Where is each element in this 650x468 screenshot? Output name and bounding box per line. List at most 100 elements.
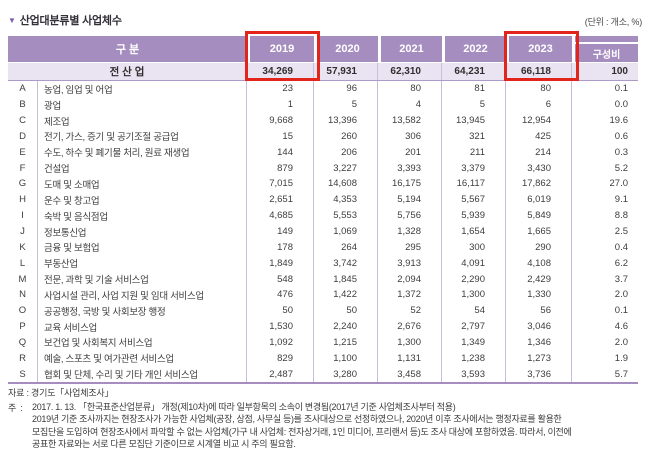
ratio-value: 5.2 [614, 162, 628, 174]
value-2019: 178 [247, 239, 314, 256]
value-2022: 321 [442, 128, 506, 145]
value-2021: 16,175 [378, 176, 442, 192]
value-2023: 3,430 [506, 160, 572, 177]
value-2021: 201 [378, 144, 442, 161]
industry-name: 전문, 과학 및 기술 서비스업 [38, 271, 247, 287]
ratio-value: 0.0 [614, 99, 628, 111]
value-2022: 1,654 [442, 223, 506, 240]
table-row: D 전기, 가스, 증기 및 공기조절 공급업 15 260 306 321 4… [8, 128, 638, 145]
value-2022: 5,939 [442, 207, 506, 224]
value-2022: 2,797 [442, 318, 506, 335]
value-2020: 1,422 [314, 286, 378, 303]
industry-name: 부동산업 [38, 255, 247, 272]
industry-code: L [8, 255, 38, 272]
value-2023: 5,849 [506, 207, 572, 224]
table-row: S 협회 및 단체, 수리 및 기타 개인 서비스업 2,487 3,280 3… [8, 366, 638, 383]
value-2021: 5,194 [378, 191, 442, 208]
value-2022: 13,945 [442, 112, 506, 129]
industry-code: B [8, 96, 38, 113]
value-2019: 1 [247, 96, 314, 113]
total-value-2021: 62,310 [378, 63, 442, 80]
value-2021: 5,756 [378, 207, 442, 224]
table-body: A 농업, 임업 및 어업 23 96 80 81 80 0.1 B 광업 1 … [8, 81, 638, 384]
industry-code: Q [8, 334, 38, 351]
footnote-line: 모집단을 도입하여 현장조사에서 파악할 수 없는 사업체(가구 내 사업체: … [32, 426, 572, 437]
value-2023: 290 [506, 239, 572, 256]
total-ratio: 100 [611, 66, 628, 77]
table-row: K 금융 및 보험업 178 264 295 300 290 0.4 [8, 239, 638, 256]
value-2023: 1,273 [506, 350, 572, 367]
value-2022: 2,290 [442, 271, 506, 287]
table-title-text: 산업대분류별 사업체수 [19, 15, 122, 27]
col-header-2022: 2022 [445, 36, 506, 62]
value-2020: 13,396 [314, 112, 378, 129]
ratio-header-top-strip [575, 36, 638, 42]
table-row: Q 보건업 및 사회복지 서비스업 1,092 1,215 1,300 1,34… [8, 334, 638, 351]
table-row: R 예술, 스포츠 및 여가관련 서비스업 829 1,100 1,131 1,… [8, 350, 638, 367]
value-2021: 1,300 [378, 334, 442, 351]
ratio-value: 3.7 [614, 273, 628, 285]
footnote-line: 공표한 자료와는 서로 다른 모집단 기준이므로 시계열 비교 시 주의 필요함… [32, 439, 296, 450]
ratio-value: 9.1 [614, 194, 628, 206]
value-2023: 56 [506, 302, 572, 319]
value-2021: 1,372 [378, 286, 442, 303]
industry-name: 보건업 및 사회복지 서비스업 [38, 334, 247, 351]
value-2020: 5,553 [314, 207, 378, 224]
industry-code: O [8, 302, 38, 319]
table-row: L 부동산업 1,849 3,742 3,913 4,091 4,108 6.2 [8, 255, 638, 272]
table-row: M 전문, 과학 및 기술 서비스업 548 1,845 2,094 2,290… [8, 271, 638, 287]
total-value-2019: 34,269 [247, 63, 314, 80]
ratio-value: 5.7 [614, 368, 628, 380]
industry-code: D [8, 128, 38, 145]
footnote-line: 2019년 기준 조사까지는 현장조사가 가능한 사업체(공장, 상점, 사무실… [32, 414, 562, 425]
value-2020: 2,240 [314, 318, 378, 335]
value-2020: 3,742 [314, 255, 378, 272]
value-2019: 149 [247, 223, 314, 240]
total-value-2023: 66,118 [506, 63, 572, 80]
value-2021: 2,676 [378, 318, 442, 335]
total-value-2020: 57,931 [314, 63, 378, 80]
value-2022: 5 [442, 96, 506, 113]
value-2023: 17,862 [506, 176, 572, 192]
table-row: E 수도, 하수 및 폐기물 처리, 원료 재생업 144 206 201 21… [8, 144, 638, 161]
value-2023: 12,954 [506, 112, 572, 129]
value-2023: 214 [506, 144, 572, 161]
value-2019: 476 [247, 286, 314, 303]
value-2020: 260 [314, 128, 378, 145]
ratio-value: 4.6 [614, 321, 628, 333]
value-2021: 306 [378, 128, 442, 145]
value-2023: 3,736 [506, 366, 572, 383]
ratio-value: 2.0 [614, 289, 628, 301]
title-row: ▼ 산업대분류별 사업체수 (단위 : 개소, %) [8, 12, 642, 28]
value-2021: 295 [378, 239, 442, 256]
value-2019: 7,015 [247, 176, 314, 192]
value-2022: 211 [442, 144, 506, 161]
value-2020: 5 [314, 96, 378, 113]
value-2021: 13,582 [378, 112, 442, 129]
col-header-2023: 2023 [509, 36, 572, 62]
industry-code: H [8, 191, 38, 208]
industry-table: 구 분 2019 2020 2021 2022 2023 구성비 전 산 업 3… [8, 31, 638, 384]
table-row: C 제조업 9,668 13,396 13,582 13,945 12,954 … [8, 112, 638, 129]
industry-name: 농업, 임업 및 어업 [38, 81, 247, 97]
industry-name: 교육 서비스업 [38, 318, 247, 335]
table-title: ▼ 산업대분류별 사업체수 [8, 12, 122, 28]
ratio-value: 1.9 [614, 352, 628, 364]
industry-name: 예술, 스포츠 및 여가관련 서비스업 [38, 350, 247, 367]
value-2023: 425 [506, 128, 572, 145]
ratio-value: 19.6 [609, 115, 629, 127]
value-2019: 548 [247, 271, 314, 287]
value-2022: 1,300 [442, 286, 506, 303]
industry-code: P [8, 318, 38, 335]
table-row: N 사업시설 관리, 사업 지원 및 임대 서비스업 476 1,422 1,3… [8, 286, 638, 303]
value-2020: 1,215 [314, 334, 378, 351]
total-row: 전 산 업 34,269 57,931 62,310 64,231 66,118… [8, 63, 638, 81]
value-2021: 3,458 [378, 366, 442, 383]
value-2023: 1,346 [506, 334, 572, 351]
value-2020: 96 [314, 81, 378, 97]
industry-code: A [8, 81, 38, 97]
triangle-marker-icon: ▼ [8, 16, 16, 25]
col-header-2021: 2021 [381, 36, 442, 62]
industry-name: 운수 및 창고업 [38, 191, 247, 208]
industry-code: F [8, 160, 38, 177]
